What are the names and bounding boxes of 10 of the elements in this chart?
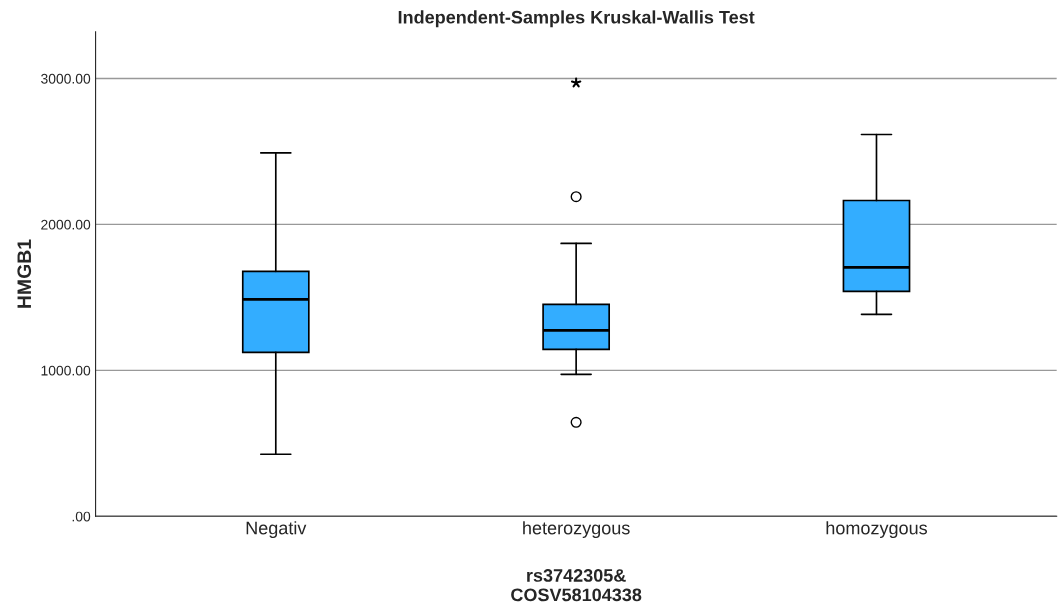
y-tick-label: 2000.00 bbox=[41, 219, 91, 230]
y-tick-label: 1000.00 bbox=[41, 365, 91, 376]
chart-title: Independent-Samples Kruskal-Wallis Test bbox=[398, 10, 755, 28]
x-tick-label: homozygous bbox=[826, 521, 928, 538]
y-tick-label: 3000.00 bbox=[41, 73, 91, 84]
y-axis-title: HMGB1 bbox=[17, 239, 32, 308]
x-tick-label: heterozygous bbox=[523, 521, 630, 538]
x-tick-label: Negativ bbox=[246, 521, 307, 538]
y-tick-label: .00 bbox=[72, 511, 91, 522]
x-axis-title: rs3742305& COSV58104338 bbox=[511, 569, 642, 602]
